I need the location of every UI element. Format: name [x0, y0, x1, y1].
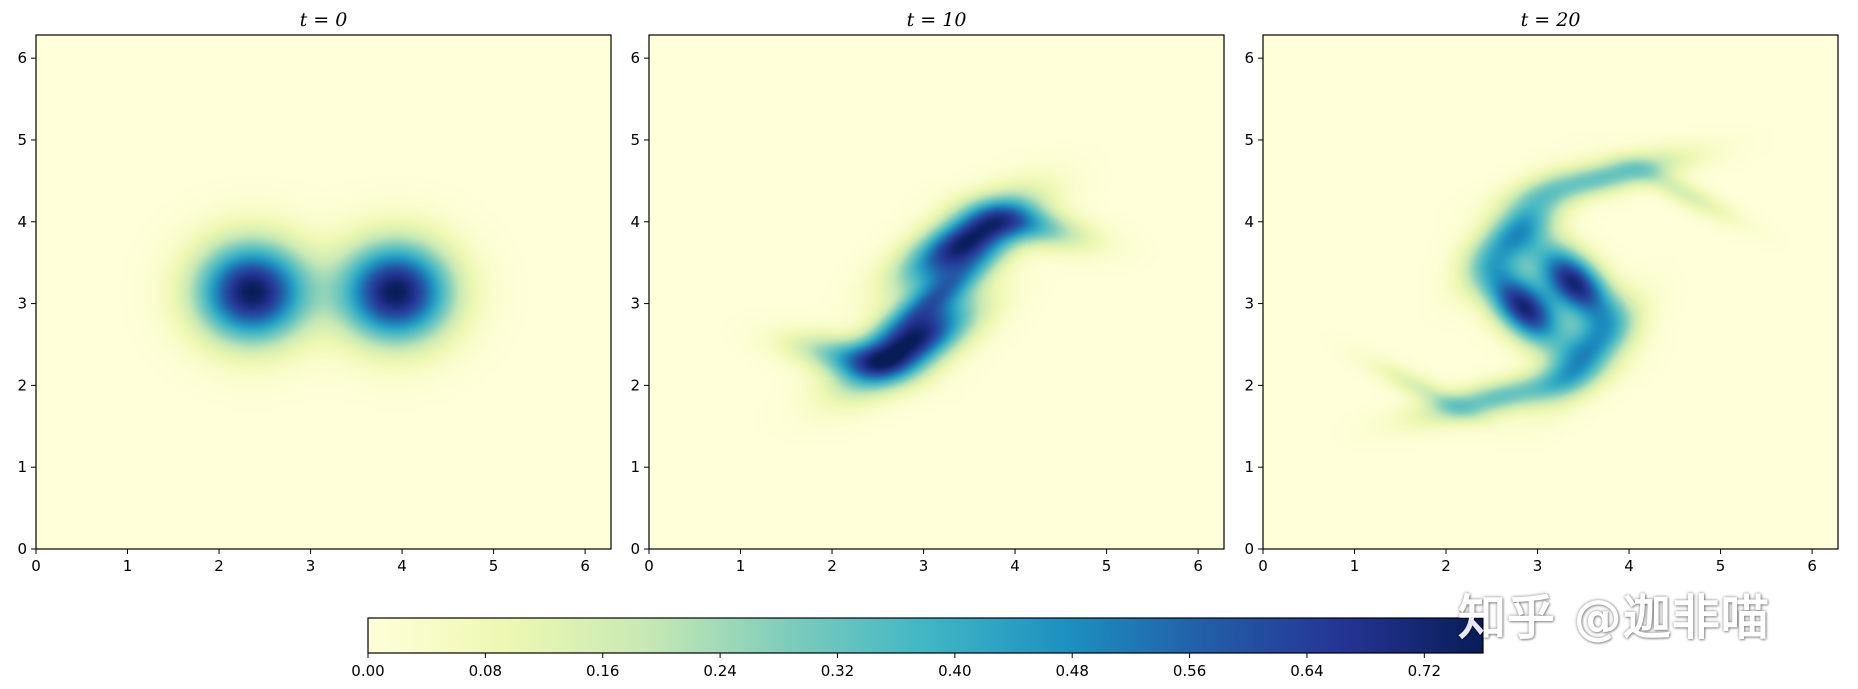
x-tick-label: 2: [214, 557, 224, 575]
heatmap-field: [1263, 35, 1838, 549]
y-tick-label: 5: [17, 131, 27, 149]
colorbar-tick-label: 0.40: [938, 662, 971, 680]
x-tick-label: 0: [644, 557, 654, 575]
x-tick-label: 6: [1807, 557, 1817, 575]
heatmap-panel-2: t = 20 0 1 2 3 4 5 6 0 1 2 3 4 5 6: [1244, 9, 1839, 575]
x-tick-label: 4: [1010, 557, 1020, 575]
y-tick-label: 0: [17, 540, 27, 558]
x-tick-label: 0: [1258, 557, 1268, 575]
colorbar-gradient: [368, 618, 1483, 653]
colorbar-tick-label: 0.56: [1173, 662, 1206, 680]
panel-title: t = 10: [907, 9, 967, 31]
x-tick-label: 3: [306, 557, 316, 575]
y-tick-label: 2: [17, 376, 27, 394]
y-tick-label: 0: [630, 540, 640, 558]
colorbar-tick-label: 0.64: [1290, 662, 1323, 680]
colorbar-frame: [367, 617, 1484, 654]
y-tick-label: 1: [1244, 458, 1254, 476]
x-tick-label: 1: [123, 557, 133, 575]
y-tick-label: 2: [630, 376, 640, 394]
y-tick-label: 1: [630, 458, 640, 476]
y-tick-label: 3: [1244, 295, 1254, 313]
heatmap-panel-0: t = 0 0 1 2 3 4 5 6 0 1 2 3 4 5 6: [17, 9, 612, 575]
x-tick-label: 2: [827, 557, 837, 575]
panel-title: t = 0: [300, 9, 348, 31]
y-tick-label: 1: [17, 458, 27, 476]
x-tick-label: 3: [1533, 557, 1543, 575]
y-tick-label: 2: [1244, 376, 1254, 394]
colorbar-tick-label: 0.72: [1408, 662, 1441, 680]
colorbar: 0.00 0.08 0.16 0.24 0.32 0.40 0.48 0.56 0.64 0.72: [351, 617, 1484, 680]
colorbar-tick-label: 0.32: [821, 662, 854, 680]
colorbar-tick-label: 0.00: [351, 662, 384, 680]
x-tick-label: 6: [1193, 557, 1203, 575]
y-tick-label: 3: [630, 295, 640, 313]
y-tick-label: 6: [630, 49, 640, 67]
x-tick-label: 1: [1350, 557, 1360, 575]
colorbar-tick-label: 0.24: [703, 662, 736, 680]
y-tick-label: 4: [630, 213, 640, 231]
x-tick-label: 5: [1102, 557, 1112, 575]
heatmap-panel-1: t = 10 0 1 2 3 4 5 6 0 1 2 3 4 5 6: [630, 9, 1225, 575]
x-tick-label: 0: [31, 557, 41, 575]
colorbar-tick-label: 0.16: [586, 662, 619, 680]
y-tick-label: 4: [17, 213, 27, 231]
x-tick-label: 2: [1441, 557, 1451, 575]
x-tick-label: 4: [397, 557, 407, 575]
colorbar-tick-label: 0.08: [469, 662, 502, 680]
y-tick-label: 6: [17, 49, 27, 67]
heatmap-field: [36, 35, 611, 549]
x-tick-label: 1: [736, 557, 746, 575]
watermark-text: 知乎 @迦非喵: [1458, 590, 1770, 646]
x-tick-label: 5: [489, 557, 499, 575]
panel-title: t = 20: [1521, 9, 1581, 31]
heatmap-field: [649, 35, 1224, 549]
x-tick-label: 6: [580, 557, 590, 575]
y-tick-label: 5: [1244, 131, 1254, 149]
x-tick-label: 4: [1624, 557, 1634, 575]
y-tick-label: 0: [1244, 540, 1254, 558]
axes-frame: [35, 34, 612, 550]
y-tick-label: 4: [1244, 213, 1254, 231]
x-tick-label: 5: [1716, 557, 1726, 575]
y-tick-label: 6: [1244, 49, 1254, 67]
colorbar-tick-label: 0.48: [1056, 662, 1089, 680]
y-tick-label: 5: [630, 131, 640, 149]
x-tick-label: 3: [919, 557, 929, 575]
axes-frame: [1262, 34, 1839, 550]
y-tick-label: 3: [17, 295, 27, 313]
axes-frame: [648, 34, 1225, 550]
